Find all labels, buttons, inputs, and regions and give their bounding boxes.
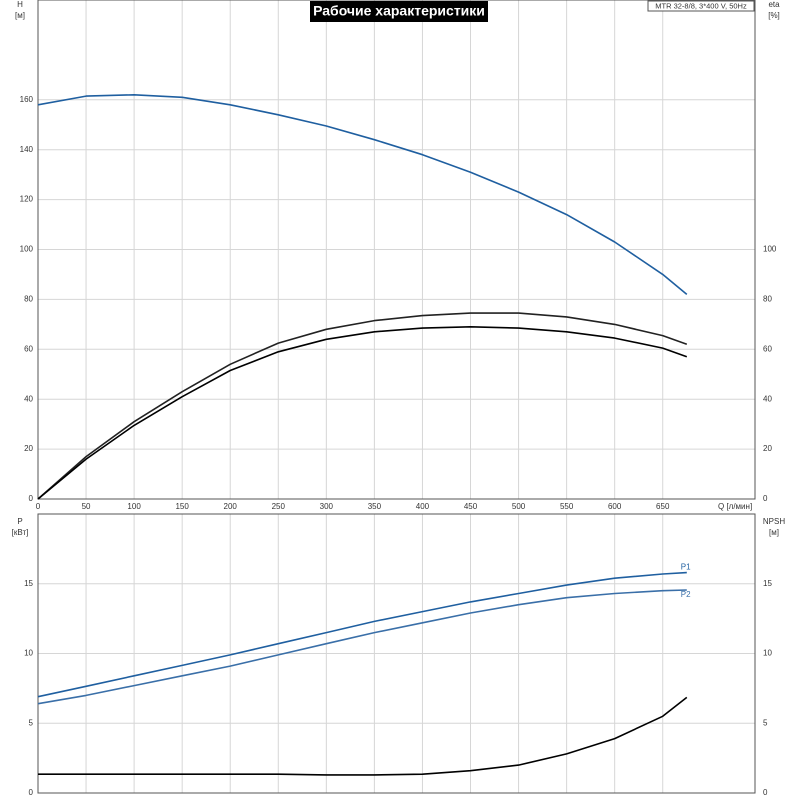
y-tick-label: 160 [20, 95, 34, 104]
y2-tick-label: 60 [763, 344, 772, 353]
x-tick-label: 500 [512, 502, 526, 511]
x-tick-label: 100 [127, 502, 141, 511]
curve [37, 94, 688, 296]
y-axis-label: [кВт] [12, 528, 29, 537]
chart-subtitle: MTR 32-8/8, 3*400 V, 50Hz [655, 1, 747, 10]
y-tick-label: 5 [29, 718, 34, 727]
x-tick-label: 300 [320, 502, 334, 511]
y-tick-label: 15 [24, 579, 33, 588]
y2-tick-label: 20 [763, 444, 772, 453]
y2-axis-label: NPSH [763, 517, 785, 526]
y2-axis-label: [м] [769, 528, 779, 537]
y2-tick-label: 80 [763, 295, 772, 304]
y2-tick-label: 5 [763, 718, 768, 727]
y2-tick-label: 0 [763, 788, 768, 797]
y-axis-label: [м] [15, 11, 25, 20]
y-tick-label: 20 [24, 444, 33, 453]
y-axis-label: P [17, 517, 22, 526]
plot-frame [37, 0, 756, 500]
y-tick-label: 0 [29, 788, 34, 797]
x-tick-label: 650 [656, 502, 670, 511]
y2-axis-label: eta [768, 0, 780, 9]
subtitle-box [647, 0, 755, 12]
y2-tick-label: 100 [763, 245, 777, 254]
chart-title: Рабочие характеристики [313, 3, 485, 19]
x-tick-label: 450 [464, 502, 478, 511]
y2-tick-label: 0 [763, 494, 768, 503]
y-tick-label: 120 [20, 195, 34, 204]
y-tick-label: 10 [24, 649, 33, 658]
y-axis-label: H [17, 0, 23, 9]
x-tick-label: 200 [224, 502, 238, 511]
title-box [310, 1, 488, 22]
y-tick-label: 0 [29, 494, 34, 503]
y2-tick-label: 15 [763, 579, 772, 588]
series-label: P2 [681, 590, 691, 599]
x-axis-label: Q [л/мин] [718, 502, 752, 511]
y-tick-label: 100 [20, 245, 34, 254]
y2-axis-label: [%] [768, 11, 780, 20]
curve [37, 571, 687, 698]
x-tick-label: 150 [175, 502, 189, 511]
curve [37, 312, 688, 500]
y-tick-label: 80 [24, 295, 33, 304]
x-tick-label: 600 [608, 502, 622, 511]
series-label: P1 [681, 563, 691, 572]
y-tick-label: 40 [24, 394, 33, 403]
plot-frame [37, 513, 756, 794]
y2-tick-label: 40 [763, 394, 772, 403]
curve [37, 326, 688, 500]
y2-tick-label: 10 [763, 649, 772, 658]
x-tick-label: 350 [368, 502, 382, 511]
x-tick-label: 250 [272, 502, 286, 511]
x-tick-label: 400 [416, 502, 430, 511]
curve [38, 696, 688, 776]
x-tick-label: 0 [36, 502, 41, 511]
y-tick-label: 140 [20, 145, 34, 154]
x-tick-label: 550 [560, 502, 574, 511]
x-tick-label: 50 [82, 502, 91, 511]
curve [37, 589, 687, 705]
y-tick-label: 60 [24, 344, 33, 353]
